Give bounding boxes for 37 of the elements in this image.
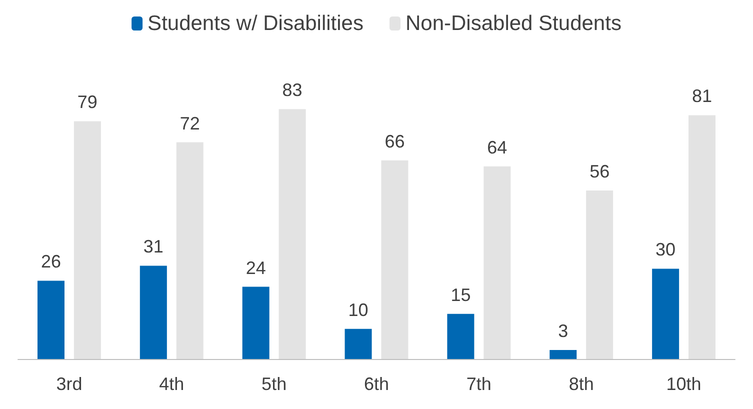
bar [550, 350, 577, 359]
data-label: 15 [450, 284, 471, 305]
data-label: 79 [77, 92, 98, 112]
bar [688, 115, 716, 359]
data-label: 31 [143, 236, 164, 257]
bar [586, 190, 614, 359]
bar [140, 266, 167, 359]
x-tick-label: 10th [666, 374, 702, 394]
data-label: 81 [692, 86, 712, 106]
bar [74, 121, 101, 359]
bar [381, 160, 408, 359]
bar [447, 314, 474, 359]
data-label: 24 [246, 258, 266, 278]
data-label: 26 [40, 252, 62, 272]
bar [652, 268, 680, 359]
data-label: 10 [348, 300, 368, 320]
x-tick-label: 3rd [56, 374, 82, 394]
x-tick-label: 6th [364, 374, 390, 394]
data-label: 83 [282, 80, 302, 100]
bar [484, 166, 511, 359]
bar [344, 328, 372, 359]
legend-label: Non-Disabled Students [405, 12, 622, 35]
legend-label: Students w/ Disabilities [148, 12, 364, 35]
data-label: 56 [590, 161, 610, 182]
bar [176, 142, 204, 359]
x-tick-label: 7th [466, 374, 492, 394]
bar [278, 109, 306, 359]
bar [37, 280, 64, 359]
data-label: 64 [487, 137, 508, 158]
x-tick-label: 8th [568, 374, 594, 394]
data-label: 66 [384, 131, 405, 152]
data-label: 3 [558, 320, 568, 341]
data-label: 30 [656, 240, 676, 260]
x-tick-label: 5th [262, 374, 287, 394]
x-tick-label: 4th [159, 374, 184, 394]
data-label: 72 [180, 113, 200, 134]
bar [242, 286, 270, 359]
